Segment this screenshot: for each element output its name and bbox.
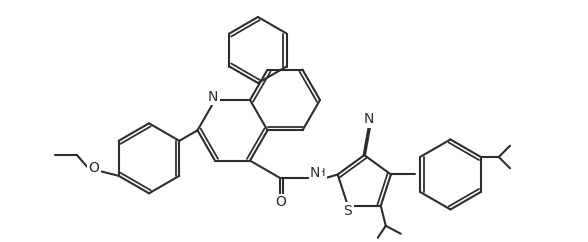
- Text: N: N: [364, 112, 375, 126]
- Text: O: O: [88, 161, 99, 175]
- Text: O: O: [275, 195, 286, 209]
- Text: N: N: [208, 90, 218, 104]
- Text: S: S: [343, 204, 352, 218]
- Text: N: N: [310, 166, 320, 180]
- Text: H: H: [317, 168, 326, 178]
